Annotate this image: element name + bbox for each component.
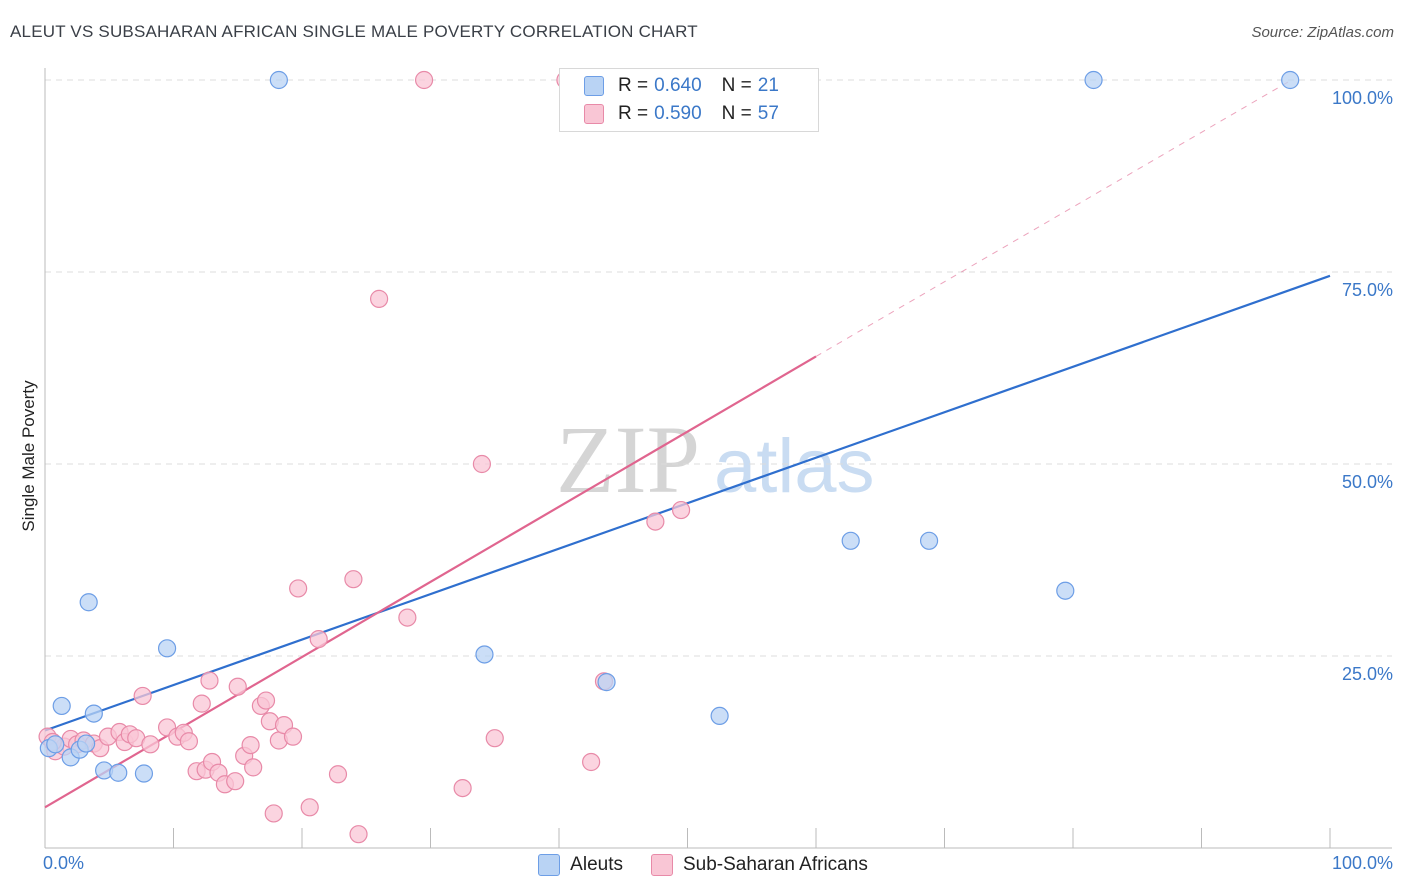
y-axis-label: Single Male Poverty xyxy=(19,380,38,532)
subsaharan-point xyxy=(241,735,260,755)
aleut-point xyxy=(46,735,65,754)
legend-swatch-aleuts xyxy=(584,76,604,96)
legend-label-aleuts: Aleuts xyxy=(570,854,623,875)
legend-n-value: 21 xyxy=(757,75,779,96)
subsaharan-point xyxy=(309,630,328,649)
y-tick-label: 100.0% xyxy=(1332,88,1393,108)
source-label: Source: ZipAtlas.com xyxy=(1251,24,1394,41)
subsaharan-point xyxy=(256,691,276,710)
x-tick-label: 100.0% xyxy=(1332,853,1393,873)
axes xyxy=(44,68,1392,849)
subsaharan-point xyxy=(349,825,368,844)
aleut-point xyxy=(710,706,729,726)
aleut-trend-line xyxy=(44,274,1331,732)
data-points xyxy=(38,70,1300,844)
aleut-point xyxy=(84,704,103,723)
subsaharan-point xyxy=(179,732,199,751)
legend-swatch-subsaharan xyxy=(584,104,604,124)
legend-r-label: R = xyxy=(618,103,649,124)
aleut-point xyxy=(157,639,177,658)
legend-r-value: 0.590 xyxy=(654,103,702,124)
y-tick-label: 25.0% xyxy=(1342,664,1393,684)
legend-item-aleuts[interactable]: Aleuts xyxy=(538,854,623,876)
legend-n-label: N = xyxy=(721,103,752,124)
legend-r-value: 0.640 xyxy=(654,75,702,96)
subsaharan-point xyxy=(283,727,303,746)
subsaharan-point xyxy=(300,798,319,817)
legend-n-label: N = xyxy=(721,75,752,96)
watermark: ZIP atlas xyxy=(556,406,875,513)
subsaharan-point xyxy=(244,758,263,777)
subsaharan-point xyxy=(671,500,691,520)
legend-swatch-aleuts xyxy=(538,854,561,876)
subsaharan-point xyxy=(141,735,160,754)
subsaharan-point xyxy=(370,289,389,308)
aleut-point xyxy=(269,70,288,90)
gridlines xyxy=(45,79,1392,657)
legend-r-label: R = xyxy=(618,75,649,96)
subsaharan-trend-extension xyxy=(815,79,1292,357)
subsaharan-point xyxy=(414,70,434,90)
series-legend: Aleuts Sub-Saharan Africans xyxy=(0,852,1406,878)
subsaharan-point xyxy=(582,752,601,772)
subsaharan-point xyxy=(264,804,283,823)
aleut-point xyxy=(134,764,154,783)
subsaharan-point xyxy=(485,729,504,748)
legend-row-aleuts: R = 0.640 N = 21 xyxy=(560,72,779,100)
aleut-point xyxy=(1281,70,1300,90)
subsaharan-point xyxy=(398,608,417,627)
aleut-point xyxy=(109,763,128,782)
aleut-point xyxy=(77,734,96,753)
aleut-point xyxy=(79,593,98,612)
stats-legend: R = 0.640 N = 21 R = 0.590 N = 57 xyxy=(559,68,819,132)
legend-row-subsaharan: R = 0.590 N = 57 xyxy=(560,100,779,128)
aleut-point xyxy=(841,531,860,550)
subsaharan-point xyxy=(200,671,219,690)
aleut-point xyxy=(475,645,494,664)
subsaharan-point xyxy=(226,772,245,791)
legend-n-value: 57 xyxy=(757,103,779,124)
subsaharan-point xyxy=(344,570,363,589)
x-tick-label: 0.0% xyxy=(43,853,84,873)
subsaharan-point xyxy=(192,694,211,713)
legend-label-subsaharan: Sub-Saharan Africans xyxy=(682,854,868,875)
aleut-point xyxy=(1056,581,1075,600)
subsaharan-point xyxy=(289,579,308,598)
chart-title: ALEUT VS SUBSAHARAN AFRICAN SINGLE MALE … xyxy=(10,22,698,41)
aleut-point xyxy=(919,531,939,550)
aleut-point xyxy=(597,673,616,692)
subsaharan-trend-line xyxy=(44,355,817,809)
tick-labels: 25.0% 50.0% 75.0% 100.0% 0.0% 100.0% xyxy=(43,88,1393,873)
y-tick-label: 75.0% xyxy=(1342,280,1393,300)
subsaharan-point xyxy=(228,677,247,696)
legend-swatch-subsaharan xyxy=(650,854,673,876)
subsaharan-point xyxy=(328,765,348,784)
subsaharan-point xyxy=(453,778,472,798)
y-tick-label: 50.0% xyxy=(1342,472,1393,492)
subsaharan-point xyxy=(472,454,491,474)
aleut-point xyxy=(1084,70,1103,90)
subsaharan-point xyxy=(133,686,152,706)
legend-item-subsaharan[interactable]: Sub-Saharan Africans xyxy=(650,854,868,876)
aleut-point xyxy=(52,696,71,716)
subsaharan-point xyxy=(646,512,665,531)
